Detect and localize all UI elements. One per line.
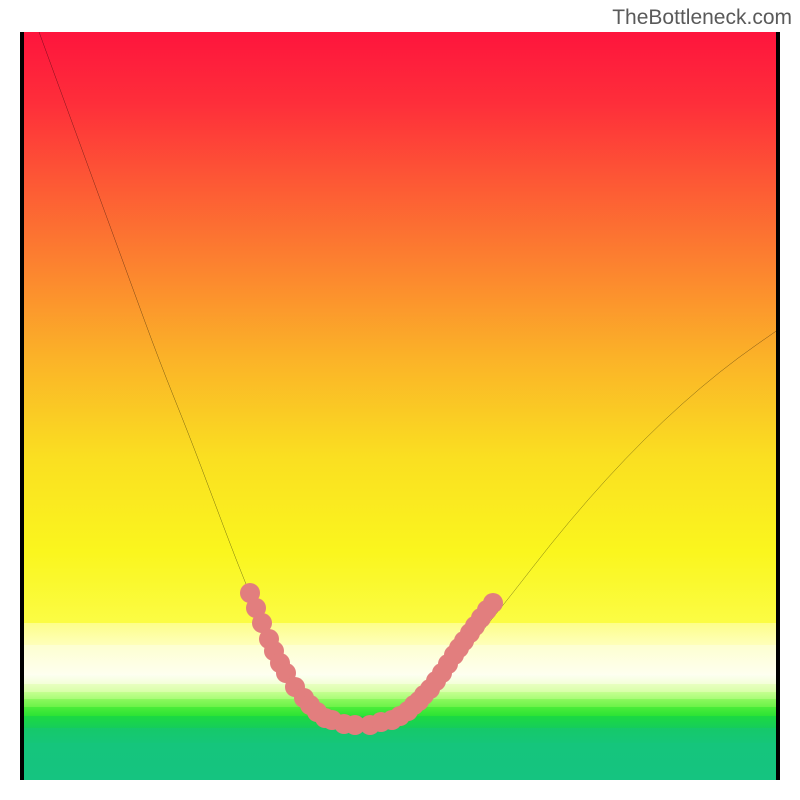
data-marker	[483, 593, 503, 613]
watermark-text: TheBottleneck.com	[612, 6, 792, 30]
curve-path	[39, 32, 776, 725]
chart-plot-area	[20, 32, 780, 780]
bottleneck-curve	[24, 32, 776, 780]
